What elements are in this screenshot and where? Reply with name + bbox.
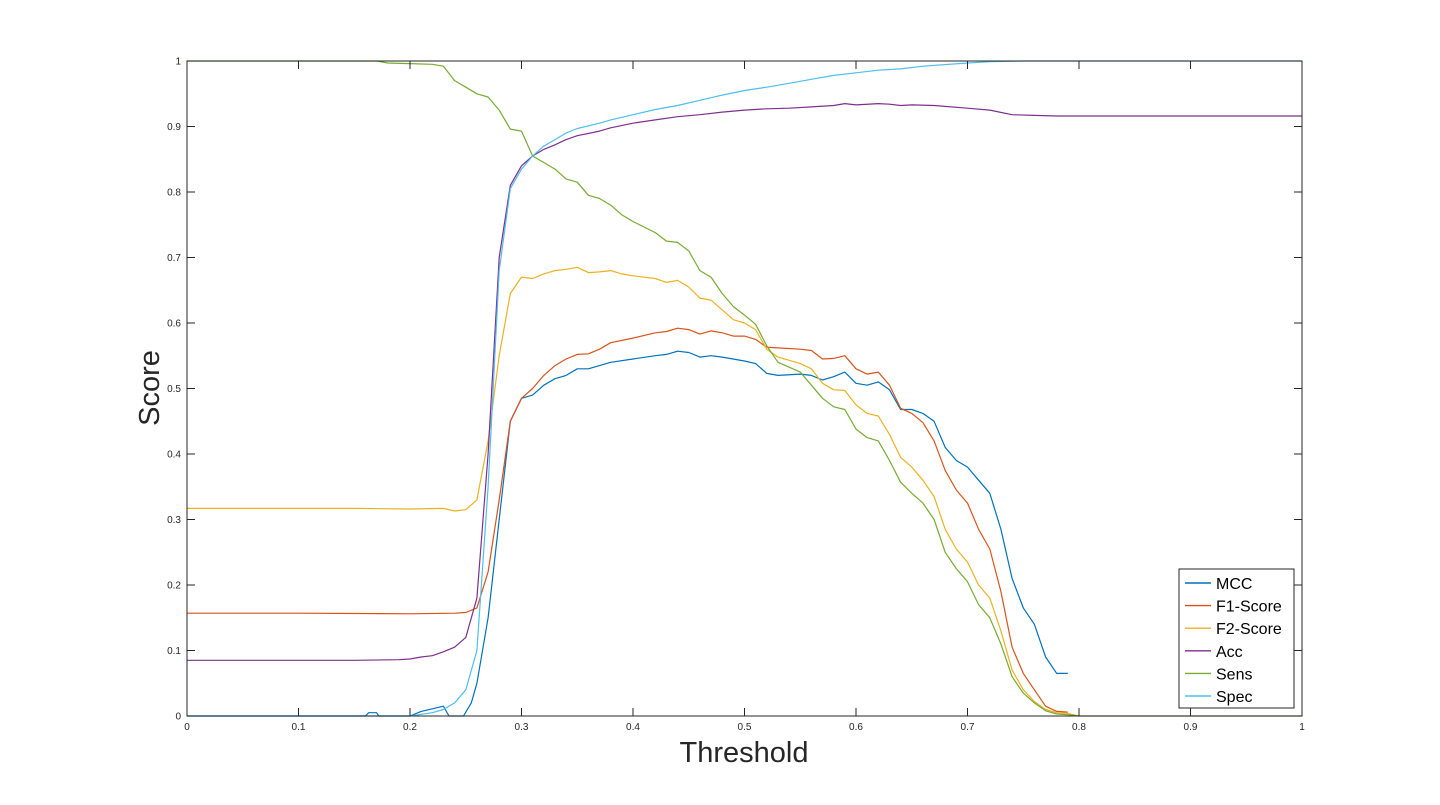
legend-label: F1-Score xyxy=(1216,599,1282,616)
series-line-spec xyxy=(187,60,1302,717)
y-tick-label: 0.2 xyxy=(167,581,181,592)
y-tick-label: 0.5 xyxy=(167,384,181,395)
series-line-f1-score xyxy=(187,327,1068,713)
legend-label: MCC xyxy=(1216,576,1252,593)
series-line-f2-score xyxy=(187,266,1080,717)
y-tick-label: 0.1 xyxy=(167,646,181,657)
legend-label: F2-Score xyxy=(1216,621,1282,638)
plot-lines xyxy=(187,60,1302,717)
x-tick-label: 0.1 xyxy=(292,722,306,733)
x-tick-label: 0.4 xyxy=(626,722,640,733)
x-axis-label: Threshold xyxy=(680,737,809,769)
legend-label: Acc xyxy=(1216,644,1243,661)
y-tick-label: 1 xyxy=(175,57,181,68)
y-tick-label: 0.3 xyxy=(167,515,181,526)
legend-box xyxy=(1178,568,1295,709)
y-tick-label: 0.4 xyxy=(167,450,181,461)
series-line-acc xyxy=(187,103,1302,661)
legend-label: Sens xyxy=(1216,666,1252,683)
y-tick-label: 0.8 xyxy=(167,188,181,199)
y-tick-label: 0.6 xyxy=(167,319,181,330)
x-tick-label: 0.3 xyxy=(515,722,529,733)
y-axis-label: Score xyxy=(134,350,166,426)
y-tick-label: 0.9 xyxy=(167,122,181,133)
legend: MCC F1-Score F2-Score Acc Sens Spec xyxy=(1178,568,1295,709)
y-axis: 0 0.1 0.2 0.3 0.4 0.5 0.6 0.7 0.8 0.9 1 xyxy=(167,57,1302,723)
x-tick-label: 0.7 xyxy=(961,722,975,733)
x-tick-label: 0.2 xyxy=(403,722,417,733)
x-tick-label: 0.9 xyxy=(1184,722,1198,733)
x-tick-label: 0.8 xyxy=(1072,722,1086,733)
legend-label: Spec xyxy=(1216,689,1252,706)
series-line-mcc xyxy=(187,350,1068,717)
y-tick-label: 0 xyxy=(175,712,181,723)
x-tick-label: 1 xyxy=(1299,722,1305,733)
x-axis: 0 0.1 0.2 0.3 0.4 0.5 0.6 0.7 0.8 0.9 1 xyxy=(184,61,1305,733)
y-tick-label: 0.7 xyxy=(167,253,181,264)
series-line-sens xyxy=(187,60,1302,717)
x-tick-label: 0.6 xyxy=(849,722,863,733)
x-tick-label: 0.5 xyxy=(738,722,752,733)
x-tick-label: 0 xyxy=(184,722,190,733)
